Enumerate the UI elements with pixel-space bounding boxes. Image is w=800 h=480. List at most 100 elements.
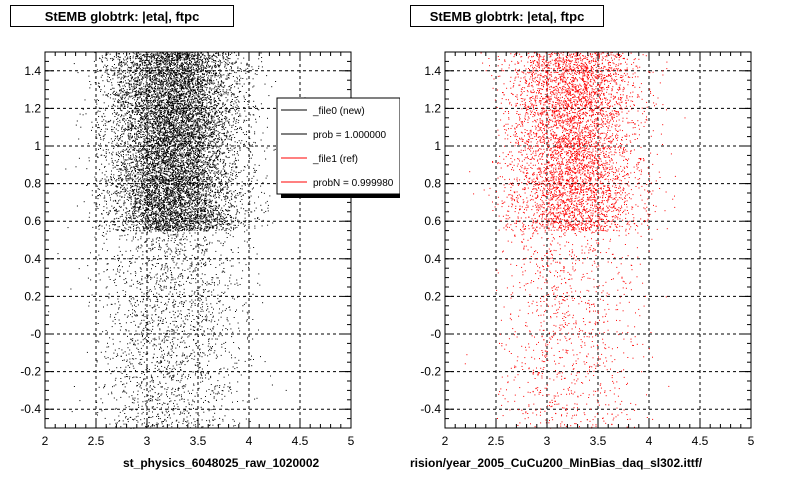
scatter-point xyxy=(180,243,182,245)
scatter-point xyxy=(147,96,149,97)
scatter-point xyxy=(153,164,155,166)
scatter-point xyxy=(199,191,201,193)
scatter-point xyxy=(134,204,136,206)
scatter-point xyxy=(181,219,183,221)
scatter-point xyxy=(116,75,118,77)
scatter-point xyxy=(225,350,226,352)
scatter-point xyxy=(166,228,168,230)
scatter-point xyxy=(191,78,193,80)
scatter-point xyxy=(133,195,135,197)
scatter-point xyxy=(221,222,223,224)
scatter-point xyxy=(165,309,167,311)
scatter-point xyxy=(123,133,125,135)
scatter-point xyxy=(156,296,158,298)
scatter-point xyxy=(179,302,181,304)
scatter-point xyxy=(226,148,228,150)
scatter-point xyxy=(206,316,208,318)
scatter-point xyxy=(231,392,232,394)
scatter-point xyxy=(185,116,187,117)
scatter-point xyxy=(132,98,134,100)
scatter-point xyxy=(129,349,131,351)
scatter-point xyxy=(170,74,172,76)
scatter-point xyxy=(227,60,229,62)
scatter-point xyxy=(181,398,183,400)
scatter-point xyxy=(158,60,160,62)
scatter-point xyxy=(222,304,224,306)
scatter-point xyxy=(201,419,203,421)
scatter-point xyxy=(182,294,183,295)
scatter-point xyxy=(180,189,181,191)
scatter-point xyxy=(160,145,162,147)
scatter-point xyxy=(150,126,152,128)
scatter-point xyxy=(97,127,99,128)
scatter-point xyxy=(172,379,174,381)
scatter-point xyxy=(236,367,238,369)
scatter-point xyxy=(180,369,182,370)
scatter-point xyxy=(188,197,190,199)
scatter-point xyxy=(188,164,190,166)
scatter-point xyxy=(119,81,121,83)
scatter-point xyxy=(123,142,125,144)
scatter-point xyxy=(133,95,135,97)
scatter-point xyxy=(96,361,98,363)
scatter-point xyxy=(131,135,133,137)
scatter-point xyxy=(176,80,178,81)
scatter-point xyxy=(169,417,171,419)
scatter-point xyxy=(96,206,98,208)
scatter-point xyxy=(205,136,207,138)
scatter-point xyxy=(202,306,203,308)
scatter-point xyxy=(180,52,182,54)
scatter-point xyxy=(173,208,175,210)
scatter-point xyxy=(181,203,183,204)
scatter-point xyxy=(162,118,164,120)
scatter-point xyxy=(125,407,127,409)
scatter-point xyxy=(152,146,154,148)
scatter-point xyxy=(147,215,149,217)
scatter-point xyxy=(192,165,194,167)
scatter-point xyxy=(219,301,221,303)
scatter-point xyxy=(209,106,211,108)
scatter-point xyxy=(202,259,204,261)
scatter-point xyxy=(204,113,206,115)
scatter-point xyxy=(156,117,158,119)
scatter-point xyxy=(194,208,196,210)
scatter-point xyxy=(156,185,158,187)
scatter-point xyxy=(189,241,191,243)
scatter-point xyxy=(157,142,159,144)
scatter-point xyxy=(108,74,110,75)
scatter-point xyxy=(181,263,183,265)
scatter-point xyxy=(197,176,199,178)
scatter-point xyxy=(172,140,174,142)
scatter-point xyxy=(141,212,143,214)
scatter-point xyxy=(186,183,188,185)
scatter-point xyxy=(168,56,170,58)
scatter-point xyxy=(151,68,153,70)
scatter-point xyxy=(133,376,135,378)
scatter-point xyxy=(200,398,202,400)
scatter-point xyxy=(123,191,125,193)
scatter-point xyxy=(223,186,225,188)
scatter-point xyxy=(157,148,158,149)
scatter-point xyxy=(158,114,160,116)
scatter-point xyxy=(158,416,160,417)
scatter-point xyxy=(219,85,221,87)
scatter-point xyxy=(162,273,164,275)
scatter-point xyxy=(137,110,139,112)
scatter-point xyxy=(169,375,171,377)
scatter-point xyxy=(150,231,152,233)
scatter-point xyxy=(204,121,206,122)
scatter-point xyxy=(187,67,189,69)
scatter-point xyxy=(178,179,179,181)
scatter-point xyxy=(144,217,146,219)
scatter-point xyxy=(235,97,237,98)
scatter-point xyxy=(206,63,208,65)
scatter-point xyxy=(166,255,168,257)
scatter-point xyxy=(132,211,134,213)
scatter-point xyxy=(183,138,185,140)
scatter-point xyxy=(123,389,125,391)
scatter-point xyxy=(176,109,178,111)
scatter-point xyxy=(120,109,122,111)
scatter-point xyxy=(225,195,227,197)
scatter-point xyxy=(151,130,153,132)
scatter-point xyxy=(226,64,228,66)
